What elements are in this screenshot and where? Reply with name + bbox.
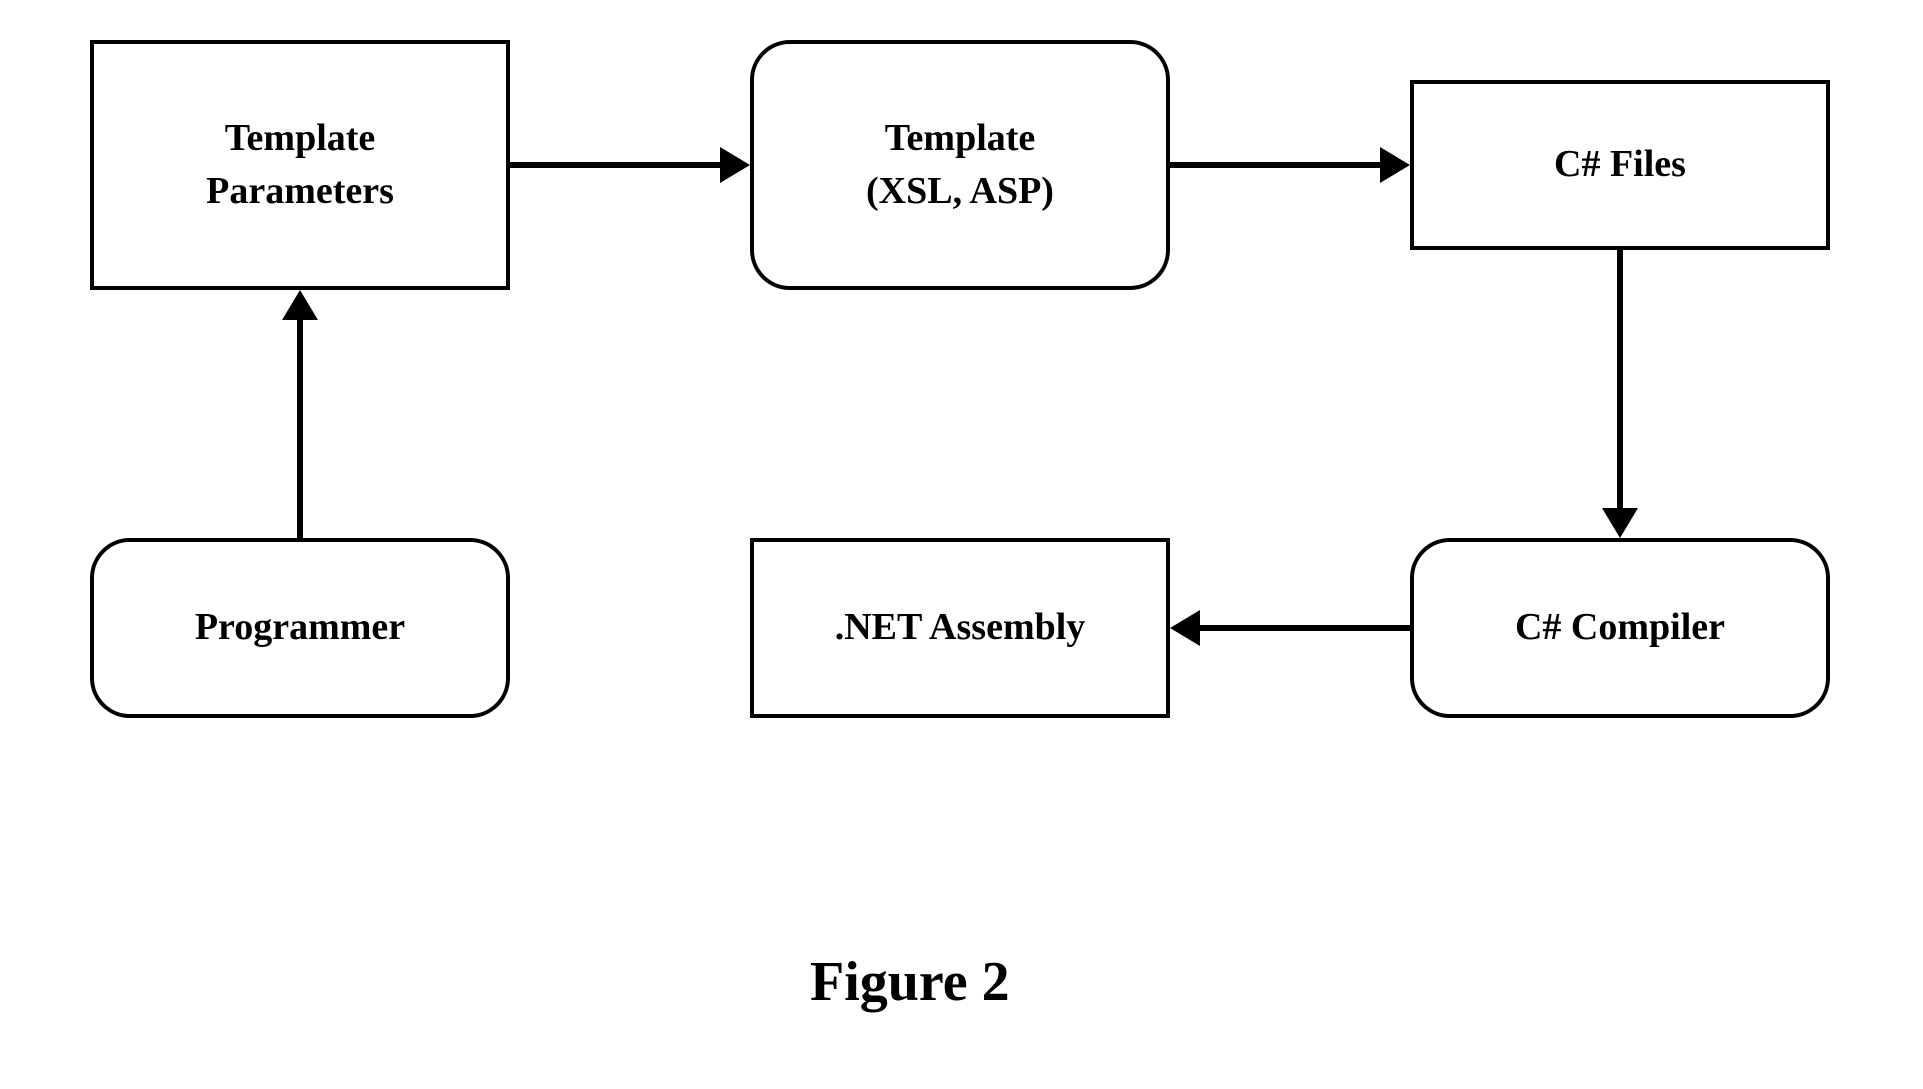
figure-caption: Figure 2	[810, 950, 1010, 1014]
node-net-assembly-label: .NET Assembly	[835, 601, 1086, 654]
node-template-line1: Template	[885, 112, 1036, 165]
node-csharp-files-label: C# Files	[1554, 138, 1686, 191]
node-programmer-label: Programmer	[195, 601, 405, 654]
node-template-params: Template Parameters	[90, 40, 510, 290]
node-template-params-line1: Template	[225, 112, 376, 165]
node-csharp-compiler: C# Compiler	[1410, 538, 1830, 718]
node-template: Template (XSL, ASP)	[750, 40, 1170, 290]
figure-caption-text: Figure 2	[810, 951, 1010, 1013]
diagram-container: Template Parameters Template (XSL, ASP) …	[0, 0, 1923, 1089]
node-csharp-compiler-label: C# Compiler	[1515, 601, 1725, 654]
node-template-params-line2: Parameters	[206, 165, 394, 218]
node-template-line2: (XSL, ASP)	[866, 165, 1054, 218]
node-programmer: Programmer	[90, 538, 510, 718]
node-csharp-files: C# Files	[1410, 80, 1830, 250]
node-net-assembly: .NET Assembly	[750, 538, 1170, 718]
